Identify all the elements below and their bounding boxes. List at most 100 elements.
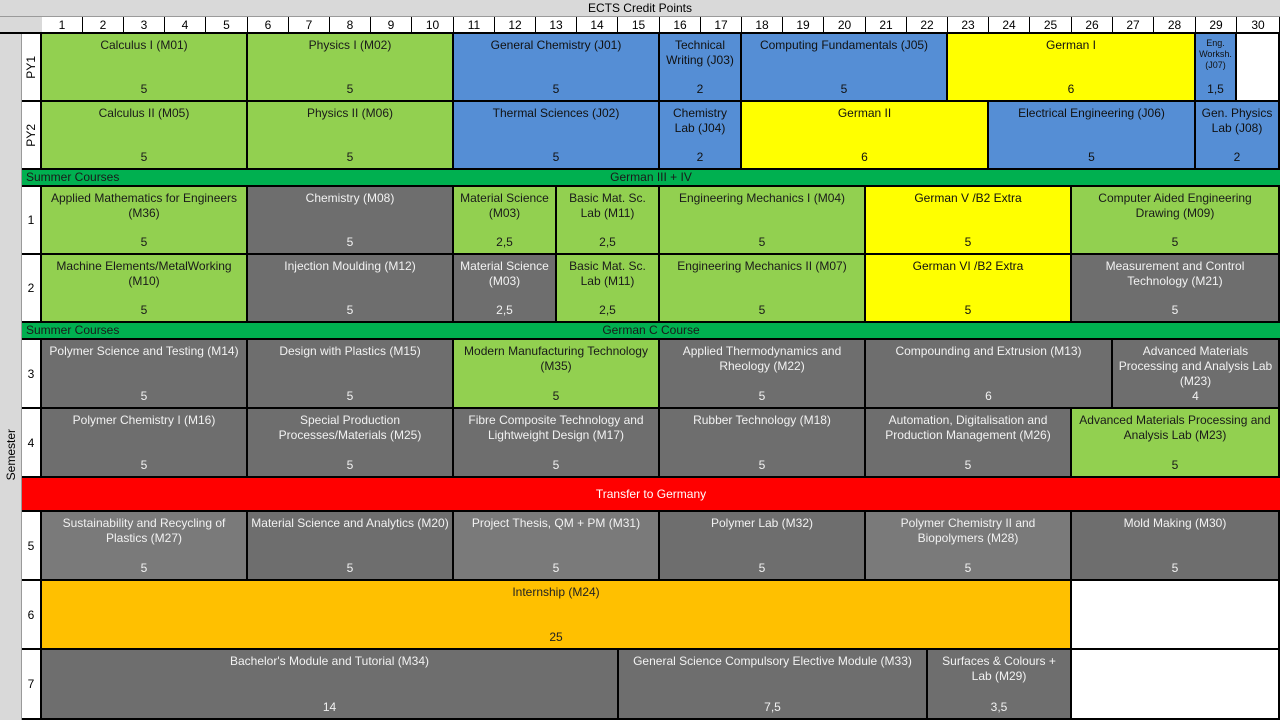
module-credits: 5 (140, 303, 148, 317)
module-name: Engineering Mechanics II (M07) (677, 259, 847, 273)
column-header-29: 29 (1196, 17, 1237, 34)
module-cell: Advanced Materials Processing and Analys… (1113, 340, 1280, 409)
column-header-13: 13 (536, 17, 577, 34)
empty-cell-py1 (1237, 34, 1280, 102)
module-cell: Material Science (M03) 2,5 (454, 187, 557, 255)
module-name: German V /B2 Extra (914, 191, 1022, 205)
module-credits: 5 (552, 150, 560, 164)
module-name: Polymer Chemistry I (M16) (72, 413, 216, 427)
module-credits: 25 (549, 630, 563, 644)
module-credits: 5 (346, 303, 354, 317)
module-cell: Chemistry Lab (J04) 2 (660, 102, 742, 170)
module-cell: Electrical Engineering (J06) 5 (989, 102, 1196, 170)
summer-courses-band-2: Summer Courses German C Course (22, 323, 1280, 340)
module-credits: 5 (552, 82, 560, 96)
row-label-py2: PY2 (22, 102, 42, 170)
module-credits: 5 (346, 150, 354, 164)
module-credits: 5 (1088, 150, 1095, 164)
row-label-semester-3: 3 (22, 340, 42, 409)
module-credits: 5 (552, 458, 560, 472)
column-header-30: 30 (1237, 17, 1280, 34)
module-cell: Calculus I (M01) 5 (42, 34, 248, 102)
column-header-15: 15 (618, 17, 660, 34)
column-header-8: 8 (330, 17, 371, 34)
module-credits: 6 (861, 150, 868, 164)
module-name: German II (837, 106, 892, 120)
module-name: Applied Mathematics for Engineers (M36) (50, 191, 238, 220)
module-name: Modern Manufacturing Technology (M35) (464, 344, 648, 373)
module-name: Measurement and Control Technology (M21) (1105, 259, 1245, 288)
module-name: Advanced Materials Processing and Analys… (1079, 413, 1271, 442)
column-header-1: 1 (42, 17, 83, 34)
module-name: Thermal Sciences (J02) (492, 106, 620, 120)
column-header-19: 19 (783, 17, 824, 34)
module-credits: 5 (346, 458, 354, 472)
module-cell: Polymer Chemistry I (M16) 5 (42, 409, 248, 478)
module-credits: 5 (964, 235, 972, 249)
module-name: General Chemistry (J01) (490, 38, 622, 52)
module-name: Applied Thermodynamics and Rheology (M22… (682, 344, 842, 373)
module-credits: 5 (346, 389, 354, 403)
module-credits: 6 (1067, 82, 1075, 96)
module-cell: Internship (M24) 25 (42, 581, 1072, 650)
column-header-14: 14 (577, 17, 618, 34)
column-header-6: 6 (248, 17, 289, 34)
module-cell: Advanced Materials Processing and Analys… (1072, 409, 1280, 478)
module-credits: 2 (696, 150, 704, 164)
module-name: Design with Plastics (M15) (279, 344, 421, 358)
column-header-12: 12 (495, 17, 536, 34)
module-cell: Design with Plastics (M15) 5 (248, 340, 454, 409)
module-credits: 7,5 (764, 700, 781, 714)
column-header-9: 9 (371, 17, 412, 34)
module-cell: Computer Aided Engineering Drawing (M09)… (1072, 187, 1280, 255)
module-name: Polymer Science and Testing (M14) (49, 344, 239, 358)
transfer-to-germany-band: Transfer to Germany (22, 478, 1280, 512)
column-header-23: 23 (948, 17, 989, 34)
module-cell: Engineering Mechanics II (M07) 5 (660, 255, 866, 323)
module-name: Eng. Worksh. (J07) (1199, 38, 1232, 70)
module-name: Internship (M24) (512, 585, 600, 599)
module-credits: 5 (964, 303, 972, 317)
module-name: Polymer Chemistry II and Biopolymers (M2… (900, 516, 1036, 545)
module-name: Injection Moulding (M12) (284, 259, 416, 273)
module-cell: Applied Thermodynamics and Rheology (M22… (660, 340, 866, 409)
summer-courses-band-1: Summer Courses German III + IV (22, 170, 1280, 187)
column-header-26: 26 (1072, 17, 1113, 34)
module-credits: 2,5 (496, 235, 513, 249)
column-header-11: 11 (454, 17, 495, 34)
column-header-21: 21 (866, 17, 907, 34)
column-header-5: 5 (206, 17, 248, 34)
module-cell: Rubber Technology (M18) 5 (660, 409, 866, 478)
empty-cell-semester-7 (1072, 650, 1280, 720)
module-cell: Computing Fundamentals (J05) 5 (742, 34, 948, 102)
module-cell: Polymer Science and Testing (M14) 5 (42, 340, 248, 409)
module-cell: Chemistry (M08) 5 (248, 187, 454, 255)
row-label-semester-1: 1 (22, 187, 42, 255)
module-credits: 2 (696, 82, 704, 96)
row-label-semester-5: 5 (22, 512, 42, 581)
module-cell: Eng. Worksh. (J07) 1,5 (1196, 34, 1237, 102)
module-cell: Engineering Mechanics I (M04) 5 (660, 187, 866, 255)
module-name: Material Science and Analytics (M20) (251, 516, 449, 530)
module-credits: 5 (552, 561, 560, 575)
module-name: Calculus I (M01) (100, 38, 188, 52)
column-header-3: 3 (124, 17, 165, 34)
module-name: Computing Fundamentals (J05) (759, 38, 929, 52)
empty-cell-semester-6 (1072, 581, 1280, 650)
module-cell: Material Science and Analytics (M20) 5 (248, 512, 454, 581)
module-name: Sustainability and Recycling of Plastics… (62, 516, 226, 545)
row-label-semester-7: 7 (22, 650, 42, 720)
module-credits: 5 (1171, 303, 1179, 317)
module-name: Basic Mat. Sc. Lab (M11) (569, 259, 646, 288)
module-cell: Technical Writing (J03) 2 (660, 34, 742, 102)
column-header-20: 20 (824, 17, 866, 34)
semester-band: Semester (0, 170, 22, 720)
module-name: Electrical Engineering (J06) (1018, 106, 1165, 120)
module-credits: 5 (758, 303, 766, 317)
module-name: Material Science (M03) (460, 191, 549, 220)
column-header-24: 24 (989, 17, 1030, 34)
module-cell: Thermal Sciences (J02) 5 (454, 102, 660, 170)
module-cell: Fibre Composite Technology and Lightweig… (454, 409, 660, 478)
module-credits: 5 (346, 561, 354, 575)
module-cell: German VI /B2 Extra 5 (866, 255, 1072, 323)
